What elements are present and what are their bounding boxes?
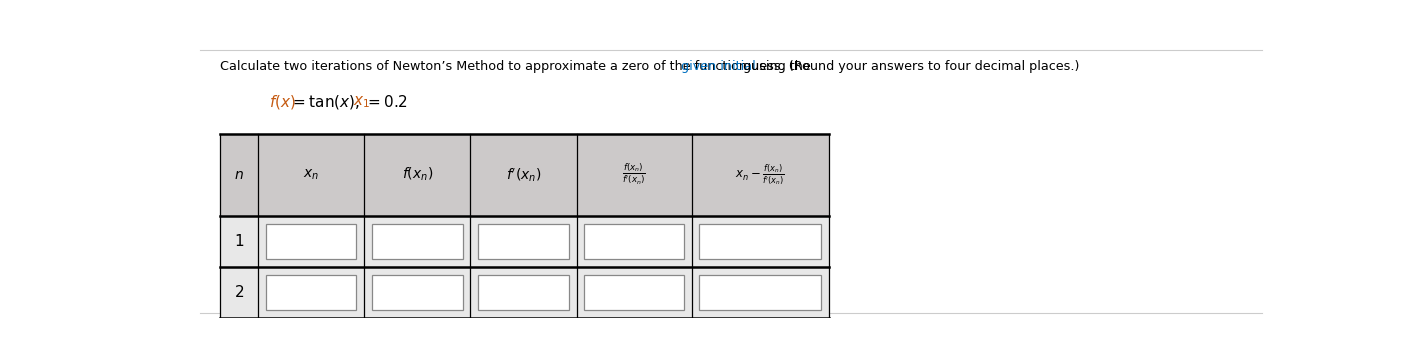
- Text: $x_1$: $x_1$: [344, 94, 371, 110]
- Text: $ = 0.2$: $ = 0.2$: [365, 94, 407, 110]
- Bar: [699, 275, 821, 310]
- Text: $f(x_n)$: $f(x_n)$: [401, 166, 432, 183]
- Bar: [220, 134, 829, 216]
- Text: $x_n - \frac{f(x_n)}{f'(x_n)}$: $x_n - \frac{f(x_n)}{f'(x_n)}$: [735, 162, 785, 187]
- Text: 2: 2: [234, 285, 244, 300]
- Bar: [265, 224, 357, 259]
- Bar: [220, 216, 829, 267]
- Bar: [478, 224, 569, 259]
- Text: $\frac{f(x_n)}{f'(x_n)}$: $\frac{f(x_n)}{f'(x_n)}$: [622, 162, 646, 187]
- Bar: [584, 275, 684, 310]
- Text: guess. (Round your answers to four decimal places.): guess. (Round your answers to four decim…: [739, 60, 1080, 73]
- Text: $f(x)$: $f(x)$: [270, 93, 295, 111]
- Text: 1: 1: [234, 234, 244, 249]
- Bar: [478, 275, 569, 310]
- Bar: [372, 275, 462, 310]
- Text: $x_n$: $x_n$: [303, 167, 320, 182]
- Bar: [220, 267, 829, 318]
- Bar: [265, 275, 357, 310]
- Text: $n$: $n$: [234, 168, 244, 182]
- Text: $ = \mathrm{tan}(x),$: $ = \mathrm{tan}(x),$: [290, 93, 360, 111]
- Text: given initial: given initial: [681, 60, 756, 73]
- Text: $f'(x_n)$: $f'(x_n)$: [505, 166, 541, 183]
- Bar: [372, 224, 462, 259]
- Bar: [584, 224, 684, 259]
- Bar: [699, 224, 821, 259]
- Text: Calculate two iterations of Newton’s Method to approximate a zero of the functio: Calculate two iterations of Newton’s Met…: [220, 60, 815, 73]
